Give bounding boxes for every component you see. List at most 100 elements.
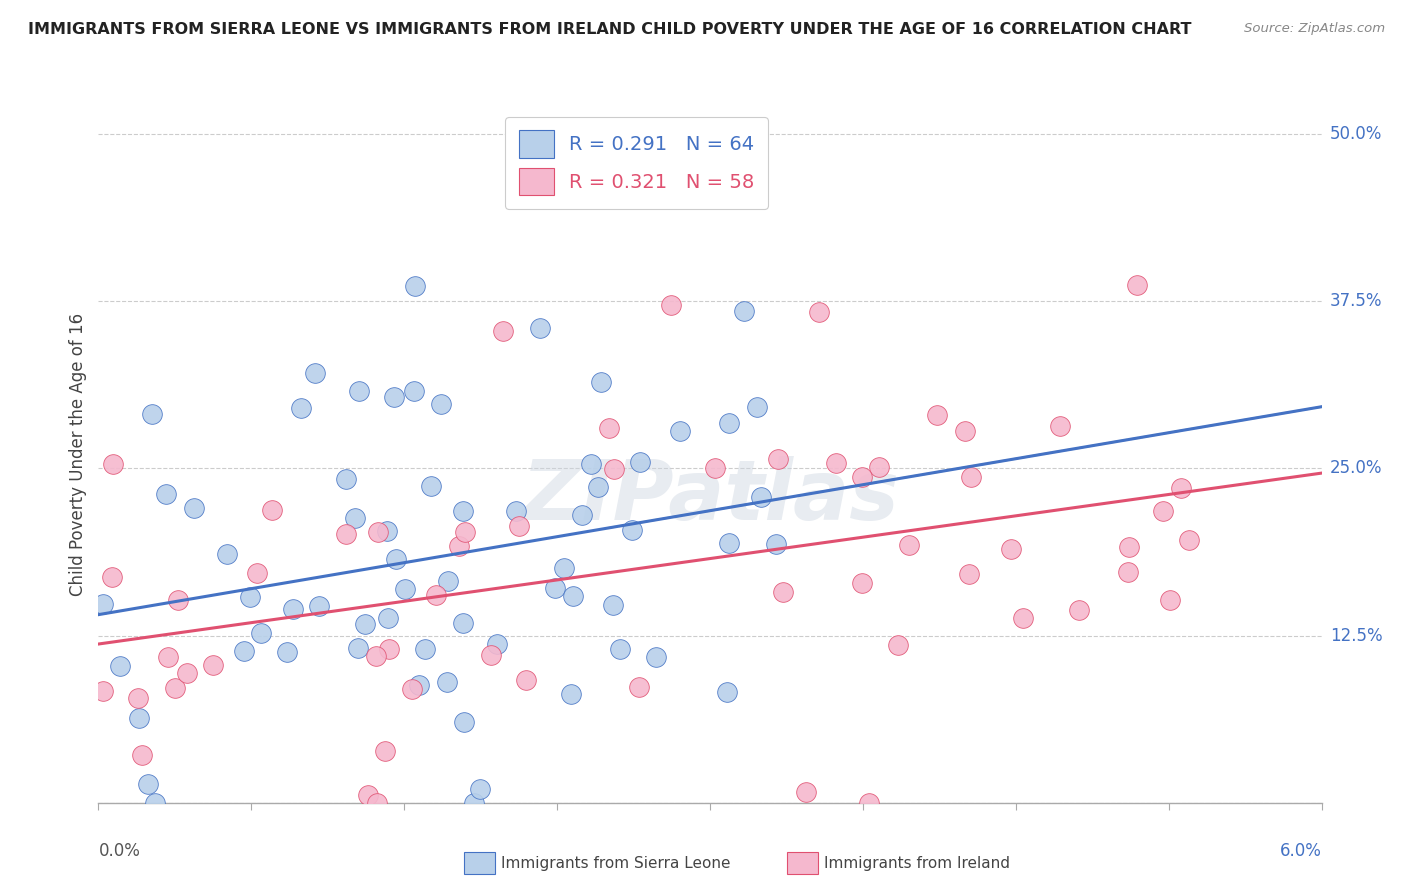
Point <box>167 593 190 607</box>
Point <box>451 504 474 518</box>
Text: IMMIGRANTS FROM SIERRA LEONE VS IMMIGRANTS FROM IRELAND CHILD POVERTY UNDER THE : IMMIGRANTS FROM SIERRA LEONE VS IMMIGRAN… <box>28 22 1192 37</box>
Point <box>858 796 880 810</box>
Point <box>176 666 198 681</box>
Point <box>544 582 567 596</box>
Point <box>377 611 399 625</box>
Point <box>454 524 477 539</box>
Point <box>1000 541 1022 556</box>
Point <box>354 617 377 632</box>
Point <box>1126 277 1149 292</box>
Point <box>553 561 575 575</box>
Point <box>183 501 205 516</box>
Point <box>420 479 443 493</box>
Point <box>375 524 398 538</box>
Point <box>621 523 644 537</box>
Point <box>238 590 260 604</box>
Point <box>404 279 426 293</box>
Point <box>508 519 530 533</box>
Point <box>492 324 515 338</box>
Point <box>108 659 131 673</box>
Point <box>766 452 789 467</box>
Point <box>304 366 326 380</box>
Point <box>747 400 769 414</box>
Text: ZIPatlas: ZIPatlas <box>522 456 898 537</box>
Point <box>887 638 910 652</box>
Point <box>250 626 273 640</box>
Point <box>669 424 692 438</box>
Point <box>645 650 668 665</box>
Point <box>141 408 163 422</box>
Point <box>661 297 683 311</box>
Point <box>343 511 366 525</box>
Point <box>335 472 357 486</box>
Point <box>955 424 977 438</box>
Point <box>898 538 921 552</box>
Point <box>463 796 485 810</box>
Point <box>772 584 794 599</box>
Legend: R = 0.291   N = 64, R = 0.321   N = 58: R = 0.291 N = 64, R = 0.321 N = 58 <box>505 117 768 209</box>
Point <box>960 470 983 484</box>
Point <box>394 582 416 597</box>
Point <box>1178 533 1201 548</box>
Point <box>486 636 509 650</box>
Point <box>408 678 430 692</box>
Point <box>425 588 447 602</box>
Text: 50.0%: 50.0% <box>1330 125 1382 143</box>
Point <box>808 305 831 319</box>
Point <box>765 537 787 551</box>
Point <box>128 711 150 725</box>
Point <box>335 527 357 541</box>
Text: 12.5%: 12.5% <box>1330 626 1382 645</box>
Point <box>367 524 389 539</box>
Point <box>385 552 408 566</box>
Point <box>308 599 330 613</box>
Point <box>366 796 388 810</box>
Point <box>127 690 149 705</box>
Point <box>382 390 405 404</box>
Point <box>1012 610 1035 624</box>
Point <box>718 536 741 550</box>
Point <box>1067 603 1090 617</box>
Point <box>436 675 458 690</box>
Point <box>515 673 537 688</box>
Point <box>93 597 115 611</box>
Point <box>571 508 593 523</box>
Text: 37.5%: 37.5% <box>1330 292 1382 310</box>
Point <box>374 744 396 758</box>
Point <box>957 567 980 582</box>
Point <box>1116 566 1139 580</box>
Text: Source: ZipAtlas.com: Source: ZipAtlas.com <box>1244 22 1385 36</box>
Point <box>628 455 651 469</box>
Point <box>436 574 458 588</box>
Point <box>560 687 582 701</box>
Text: 25.0%: 25.0% <box>1330 459 1382 477</box>
Point <box>101 457 124 471</box>
Point <box>851 576 873 591</box>
Point <box>851 470 873 484</box>
Point <box>262 502 284 516</box>
Point <box>529 321 551 335</box>
Point <box>602 598 624 612</box>
Point <box>562 589 585 603</box>
Point <box>589 375 612 389</box>
Point <box>136 777 159 791</box>
Point <box>1159 593 1181 607</box>
Point <box>627 680 650 694</box>
Point <box>246 566 269 580</box>
Text: Immigrants from Ireland: Immigrants from Ireland <box>824 855 1010 871</box>
Point <box>925 408 948 422</box>
Point <box>704 460 727 475</box>
Point <box>276 645 298 659</box>
Point <box>281 601 304 615</box>
Point <box>232 643 254 657</box>
Point <box>609 642 631 657</box>
Point <box>402 384 425 399</box>
Text: 6.0%: 6.0% <box>1279 842 1322 860</box>
Point <box>825 456 848 470</box>
Point <box>347 384 370 399</box>
Point <box>453 715 475 730</box>
Point <box>357 788 380 802</box>
Point <box>346 640 368 655</box>
Point <box>101 570 124 584</box>
Point <box>215 547 238 561</box>
